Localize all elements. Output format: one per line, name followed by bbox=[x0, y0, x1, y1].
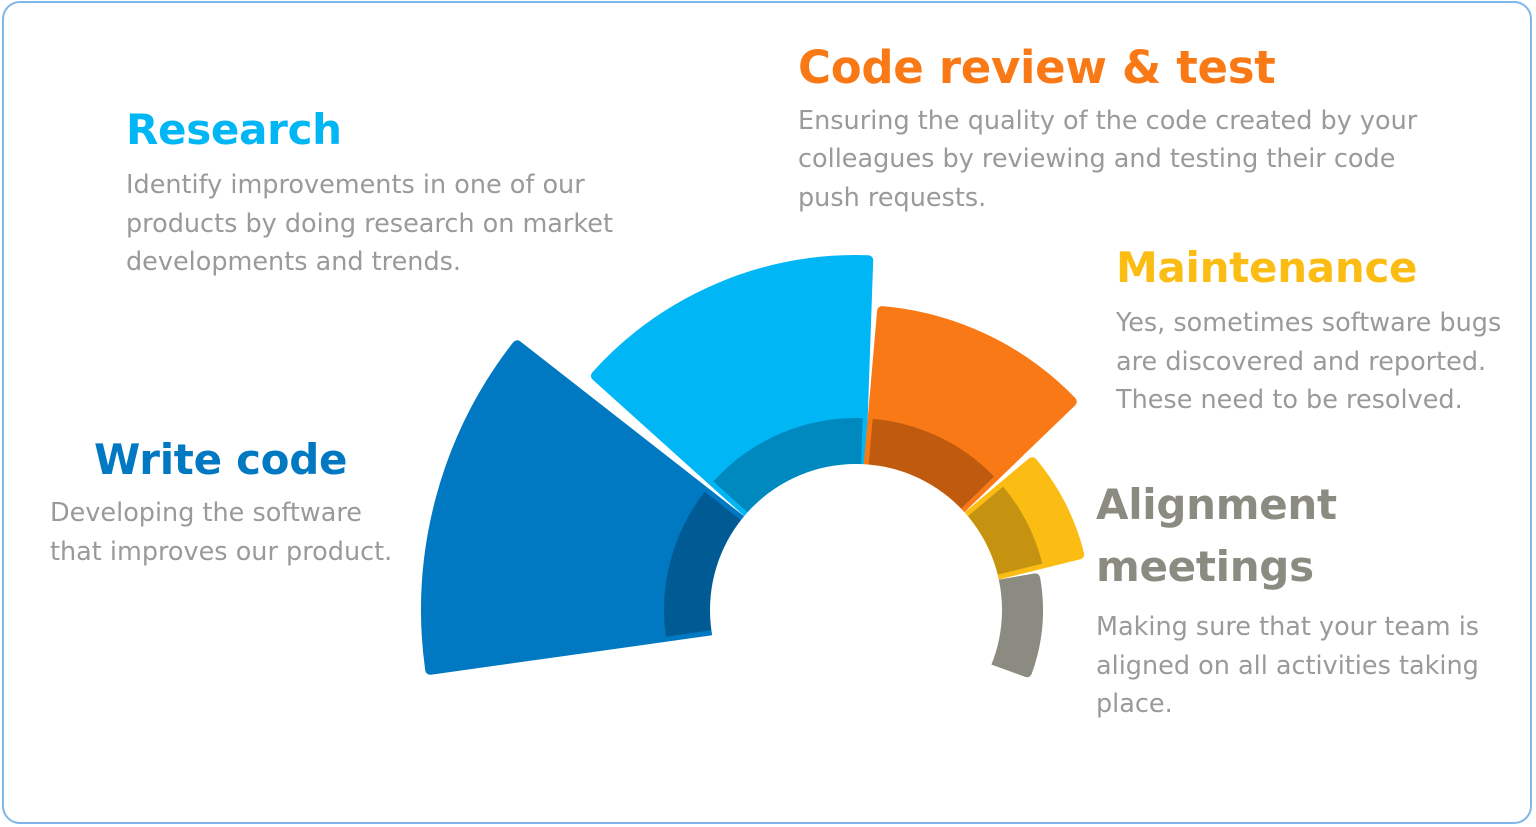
code-review-description: Ensuring the quality of the code created… bbox=[798, 105, 1418, 213]
research-inner-band bbox=[713, 417, 863, 513]
maintenance-title: Maintenance bbox=[1116, 243, 1418, 292]
research-title: Research bbox=[126, 105, 342, 154]
maintenance-inner-band bbox=[967, 486, 1043, 575]
maintenance-description: Yes, sometimes software bugs are discove… bbox=[1116, 308, 1502, 416]
write-code-title: Write code bbox=[94, 435, 348, 484]
alignment-block: Alignment meetings Making sure that your… bbox=[1096, 474, 1516, 724]
write-code-inner-band bbox=[664, 491, 741, 637]
wheel-hub bbox=[710, 464, 1002, 756]
write-code-description: Developing the software that improves ou… bbox=[50, 498, 393, 567]
code-review-inner-band bbox=[868, 418, 995, 509]
research-block: Research Identify improvements in one of… bbox=[126, 105, 626, 282]
code-review-title: Code review & test bbox=[798, 41, 1276, 94]
alignment-description: Making sure that your team is aligned on… bbox=[1096, 612, 1480, 719]
alignment-title: Alignment meetings bbox=[1096, 480, 1337, 591]
code-review-block: Code review & test Ensuring the quality … bbox=[798, 42, 1418, 217]
research-description: Identify improvements in one of our prod… bbox=[126, 170, 613, 278]
maintenance-block: Maintenance Yes, sometimes software bugs… bbox=[1116, 243, 1516, 420]
write-code-block: Write code Developing the software that … bbox=[50, 435, 410, 571]
